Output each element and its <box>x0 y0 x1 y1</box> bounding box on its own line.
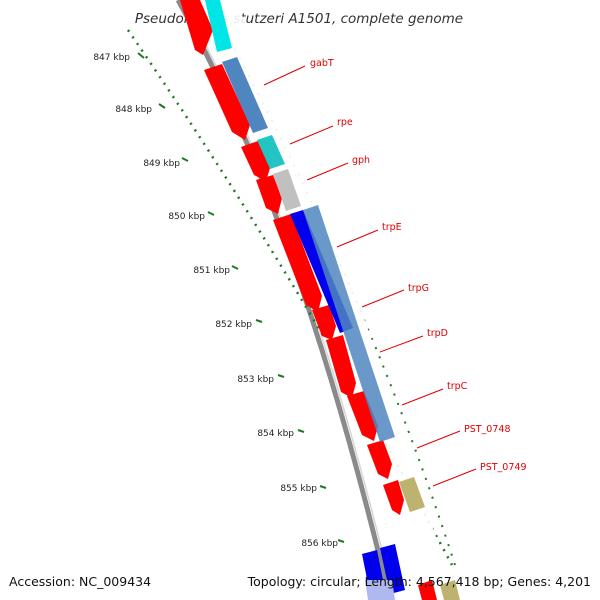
leader-line <box>401 388 444 406</box>
gene-label-trpG: trpG <box>408 283 429 294</box>
feature-box <box>205 0 232 52</box>
cds-track <box>180 0 437 600</box>
scale-label: 848 kbp <box>115 105 152 115</box>
gene-label-PST_0749: PST_0749 <box>480 462 527 473</box>
scale-label: 850 kbp <box>168 212 205 222</box>
scale-tick <box>181 157 189 162</box>
leader-line <box>416 430 461 449</box>
leader-line <box>432 468 477 487</box>
scale-tick <box>255 319 263 323</box>
scale-tick <box>158 103 166 109</box>
leader-line <box>379 335 424 353</box>
cds-arrow <box>367 440 392 479</box>
cds-arrow <box>180 0 213 55</box>
scale-label: 855 kbp <box>280 484 317 494</box>
annotation-track <box>205 0 460 600</box>
feature-box <box>303 205 395 442</box>
scale-tick <box>137 52 145 59</box>
feature-box <box>365 580 395 600</box>
gene-label-trpE: trpE <box>382 222 402 233</box>
scale-label: 854 kbp <box>257 429 294 439</box>
leader-line <box>289 125 334 145</box>
scale-tick <box>277 374 285 378</box>
cds-arrow <box>383 480 404 515</box>
scale-label: 847 kbp <box>93 53 130 63</box>
cds-arrow <box>273 214 322 312</box>
leader-line <box>306 162 349 181</box>
accession-text: Accession: NC_009434 <box>9 574 151 589</box>
feature-box <box>380 544 405 594</box>
scale-label: 856 kbp <box>301 539 338 549</box>
scale-label: 852 kbp <box>215 320 252 330</box>
leader-line <box>361 289 405 308</box>
gene-label-trpD: trpD <box>427 328 448 339</box>
scale-tick <box>231 265 239 270</box>
cds-arrow <box>326 335 356 398</box>
scale-tick <box>319 485 327 489</box>
scale-label: 849 kbp <box>143 159 180 169</box>
cds-arrow <box>418 580 437 600</box>
cds-arrow <box>241 141 270 181</box>
leader-line <box>263 65 306 86</box>
feature-box <box>222 57 268 133</box>
feature-box <box>440 580 460 600</box>
genome-backbone <box>175 0 393 600</box>
gene-label-gabT: gabT <box>310 58 334 69</box>
gene-label-trpC: trpC <box>447 381 468 392</box>
cds-arrow <box>312 305 336 340</box>
feature-box <box>273 169 301 211</box>
cds-arrow <box>256 175 282 214</box>
scale-tick <box>337 539 345 543</box>
feature-box <box>257 135 285 169</box>
gene-label-PST_0748: PST_0748 <box>464 424 511 435</box>
feature-box <box>399 477 425 512</box>
cds-arrow <box>204 64 250 140</box>
leader-line <box>336 229 379 248</box>
scale-tick <box>297 429 305 433</box>
cds-arrow <box>347 391 378 441</box>
gene-label-gph: gph <box>352 155 370 166</box>
scale-tick <box>207 211 215 216</box>
scale-label: 853 kbp <box>237 375 274 385</box>
genome-summary-text: Topology: circular; Length: 4,567,418 bp… <box>247 574 591 589</box>
gene-label-rpe: rpe <box>337 117 353 128</box>
scale-ticks <box>137 52 345 543</box>
scale-label: 851 kbp <box>193 266 230 276</box>
label-leaders <box>263 65 477 487</box>
